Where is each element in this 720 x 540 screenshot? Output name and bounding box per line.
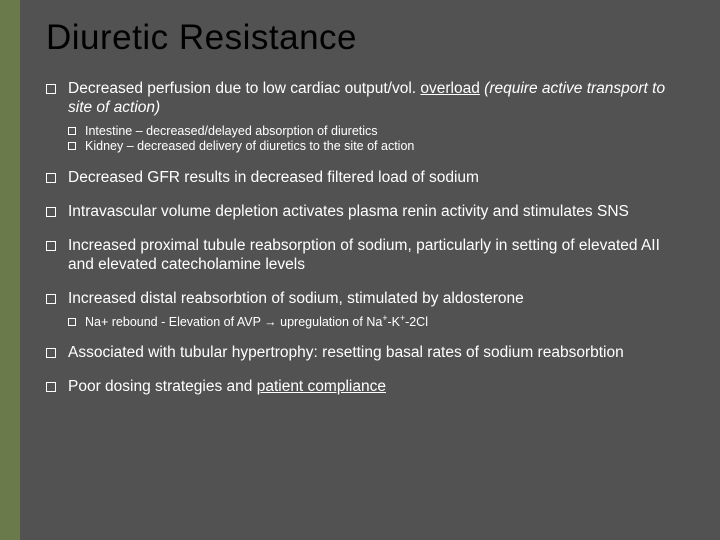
sub-text-part: -2Cl [405, 315, 428, 329]
bullet-box-icon [46, 294, 56, 304]
bullet-box-icon [46, 84, 56, 94]
bullet-3: Intravascular volume depletion activates… [46, 203, 690, 222]
slide: Diuretic Resistance Decreased perfusion … [0, 0, 720, 540]
sub-text-part: Na+ rebound - Elevation of AVP [85, 315, 264, 329]
bullet-1-main: Decreased perfusion due to low cardiac o… [68, 80, 420, 97]
bullet-box-icon [68, 318, 76, 326]
sub-bullet: Na+ rebound - Elevation of AVP → upregul… [68, 315, 690, 331]
bullet-2: Decreased GFR results in decreased filte… [46, 169, 690, 188]
bullet-box-icon [68, 142, 76, 150]
bullet-box-icon [46, 241, 56, 251]
bullet-5-sublist: Na+ rebound - Elevation of AVP → upregul… [68, 315, 690, 331]
bullet-box-icon [46, 348, 56, 358]
sub-text-part: upregulation of Na [277, 315, 383, 329]
content-area: Diuretic Resistance Decreased perfusion … [20, 0, 720, 540]
bullet-1-sublist: Intestine – decreased/delayed absorption… [68, 124, 690, 155]
bullet-5-text: Increased distal reabsorbtion of sodium,… [68, 290, 524, 309]
bullet-7-pre: Poor dosing strategies and [68, 378, 257, 395]
sub-bullet: Kidney – decreased delivery of diuretics… [68, 139, 690, 155]
bullet-7: Poor dosing strategies and patient compl… [46, 378, 690, 397]
bullet-7-underline: patient compliance [257, 378, 386, 395]
bullet-2-text: Decreased GFR results in decreased filte… [68, 169, 479, 188]
sub-bullet-text: Kidney – decreased delivery of diuretics… [85, 139, 414, 155]
bullet-box-icon [46, 382, 56, 392]
bullet-4-text: Increased proximal tubule reabsorption o… [68, 237, 690, 275]
bullet-box-icon [46, 207, 56, 217]
bullet-3-text: Intravascular volume depletion activates… [68, 203, 629, 222]
arrow-icon: → [264, 315, 277, 329]
bullet-4: Increased proximal tubule reabsorption o… [46, 237, 690, 275]
sub-text-part: -K [387, 315, 400, 329]
bullet-6: Associated with tubular hypertrophy: res… [46, 344, 690, 363]
bullet-1-underline: overload [420, 80, 479, 97]
bullet-1-text: Decreased perfusion due to low cardiac o… [68, 80, 690, 118]
bullet-7-text: Poor dosing strategies and patient compl… [68, 378, 386, 397]
sub-bullet: Intestine – decreased/delayed absorption… [68, 124, 690, 140]
bullet-box-icon [68, 127, 76, 135]
sub-bullet-text: Na+ rebound - Elevation of AVP → upregul… [85, 315, 428, 331]
bullet-6-text: Associated with tubular hypertrophy: res… [68, 344, 624, 363]
bullet-box-icon [46, 173, 56, 183]
bullet-5: Increased distal reabsorbtion of sodium,… [46, 290, 690, 309]
sub-bullet-text: Intestine – decreased/delayed absorption… [85, 124, 378, 140]
bullet-1: Decreased perfusion due to low cardiac o… [46, 80, 690, 118]
slide-title: Diuretic Resistance [46, 18, 690, 58]
accent-bar [0, 0, 20, 540]
